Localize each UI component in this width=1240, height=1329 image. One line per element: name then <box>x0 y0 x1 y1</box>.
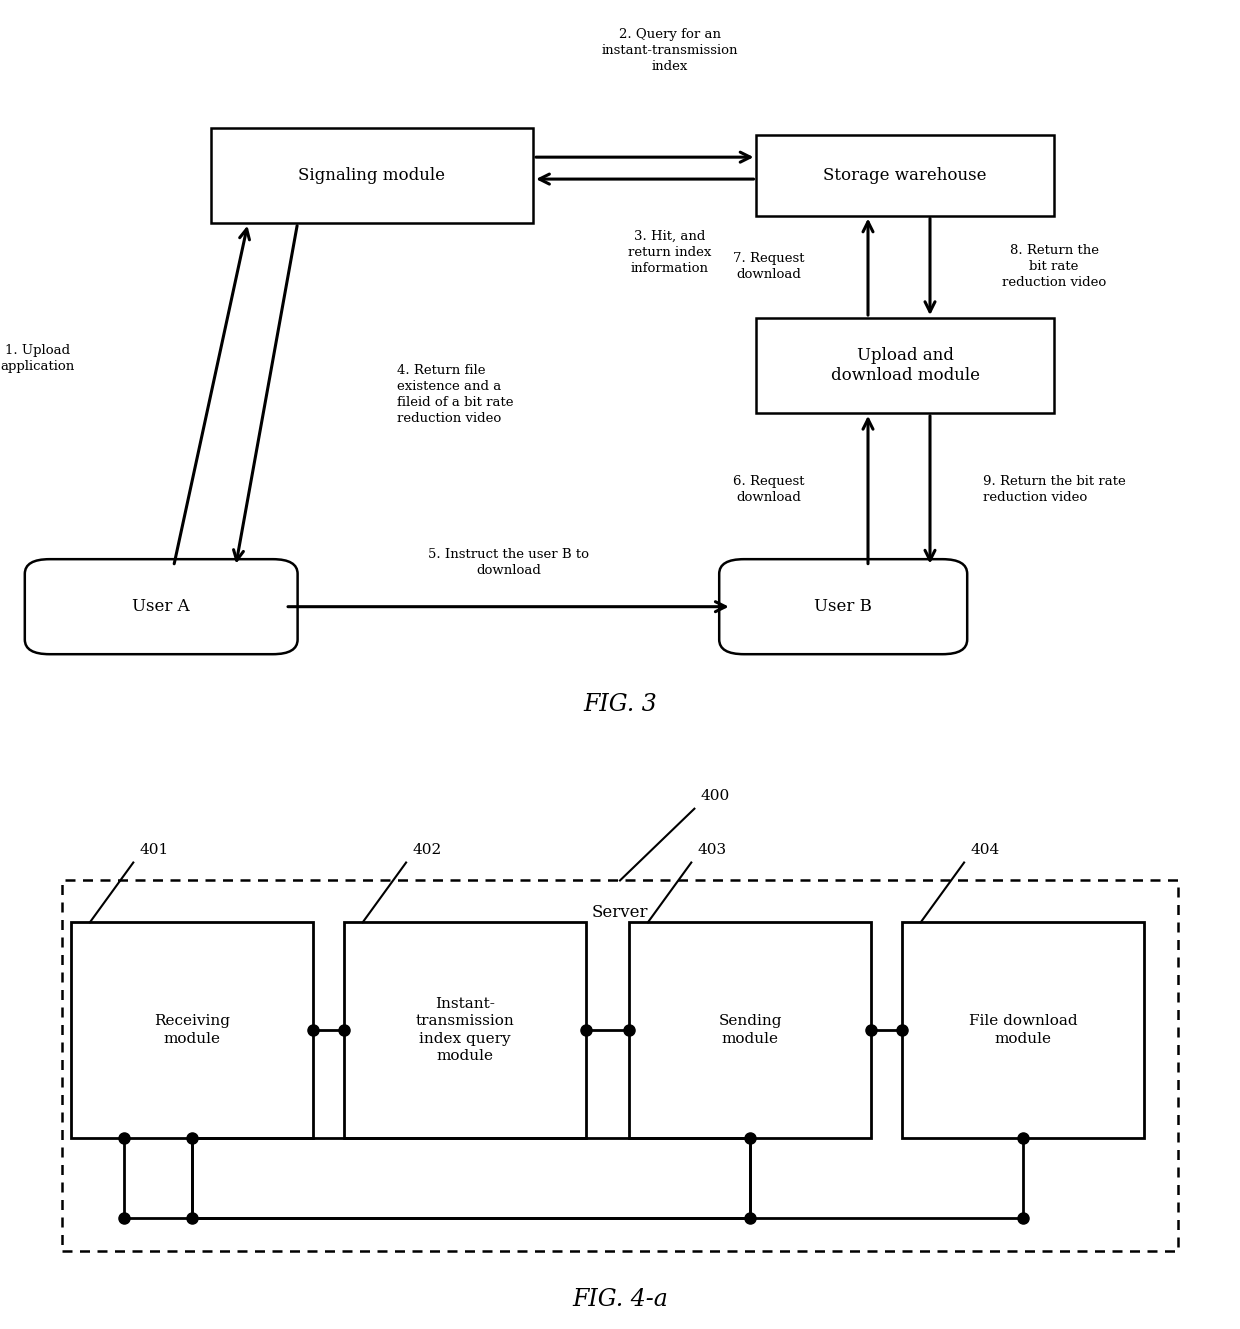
Text: FIG. 3: FIG. 3 <box>583 694 657 716</box>
FancyBboxPatch shape <box>901 922 1143 1138</box>
Text: User A: User A <box>133 598 190 615</box>
Text: FIG. 4-a: FIG. 4-a <box>572 1288 668 1310</box>
Text: 5. Instruct the user B to
download: 5. Instruct the user B to download <box>428 549 589 577</box>
Text: 3. Hit, and
return index
information: 3. Hit, and return index information <box>627 230 712 275</box>
Text: 402: 402 <box>412 843 441 857</box>
Text: File download
module: File download module <box>968 1014 1078 1046</box>
Text: 4. Return file
existence and a
fileid of a bit rate
reduction video: 4. Return file existence and a fileid of… <box>397 364 513 425</box>
Text: Receiving
module: Receiving module <box>154 1014 231 1046</box>
Text: 404: 404 <box>970 843 999 857</box>
FancyBboxPatch shape <box>211 128 533 223</box>
Text: 400: 400 <box>701 788 730 803</box>
FancyBboxPatch shape <box>756 318 1054 413</box>
FancyBboxPatch shape <box>71 922 312 1138</box>
Text: 403: 403 <box>697 843 727 857</box>
FancyBboxPatch shape <box>719 560 967 654</box>
Text: User B: User B <box>815 598 872 615</box>
Text: Sending
module: Sending module <box>718 1014 782 1046</box>
Text: 6. Request
download: 6. Request download <box>733 476 805 504</box>
Text: Signaling module: Signaling module <box>299 167 445 183</box>
Text: Upload and
download module: Upload and download module <box>831 347 980 384</box>
FancyBboxPatch shape <box>756 136 1054 215</box>
Text: Server: Server <box>591 904 649 921</box>
Text: 8. Return the
bit rate
reduction video: 8. Return the bit rate reduction video <box>1002 245 1106 290</box>
Text: 1. Upload
application: 1. Upload application <box>0 344 74 372</box>
Text: Instant-
transmission
index query
module: Instant- transmission index query module <box>415 997 515 1063</box>
FancyBboxPatch shape <box>62 880 1178 1252</box>
FancyBboxPatch shape <box>629 922 870 1138</box>
FancyBboxPatch shape <box>25 560 298 654</box>
Text: 7. Request
download: 7. Request download <box>733 253 805 282</box>
FancyBboxPatch shape <box>343 922 585 1138</box>
Text: 401: 401 <box>139 843 169 857</box>
Text: 9. Return the bit rate
reduction video: 9. Return the bit rate reduction video <box>982 476 1126 504</box>
Text: Storage warehouse: Storage warehouse <box>823 167 987 183</box>
Text: 2. Query for an
instant-transmission
index: 2. Query for an instant-transmission ind… <box>601 28 738 73</box>
